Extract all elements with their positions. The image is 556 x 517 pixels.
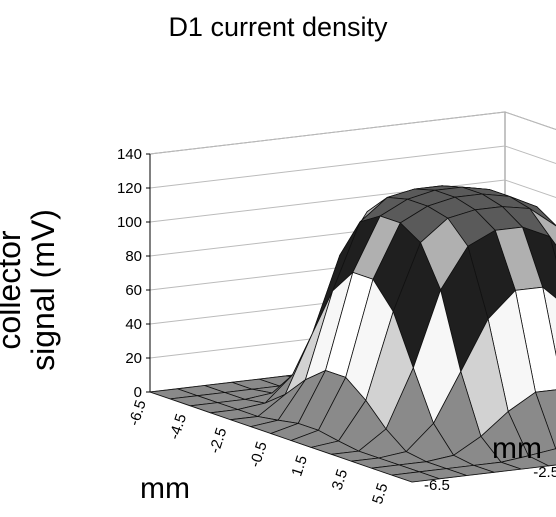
z-tick-label: 0 (134, 384, 142, 401)
wall-gridline (149, 145, 556, 189)
y-tick-label: -2.5 (533, 464, 556, 481)
y-axis-label: mm (492, 432, 542, 465)
x-tick-label: 5.5 (369, 481, 392, 506)
z-tick-label: 120 (117, 180, 142, 197)
z-axis-ticks: 0 20 40 60 80 100 120 140 (117, 146, 151, 401)
x-axis-label: mm (140, 472, 190, 505)
x-tick-label: -4.5 (166, 412, 190, 442)
x-tick-label: -2.5 (206, 426, 230, 456)
z-tick-label: 80 (125, 248, 142, 265)
y-tick-label: -6.5 (424, 477, 450, 494)
wall-gridline (149, 111, 556, 155)
z-tick-label: 40 (125, 316, 142, 333)
surface-mesh (149, 185, 556, 483)
x-tick-label: 3.5 (329, 467, 352, 492)
z-axis-label-line-1: collector (0, 230, 27, 350)
z-axis-label: collector signal (mV) (0, 209, 61, 371)
wall-gridline (149, 179, 556, 223)
z-tick-label: 20 (125, 350, 142, 367)
chart-title: D1 current density (168, 12, 388, 42)
x-tick-label: 1.5 (288, 453, 311, 478)
y-axis-ticks: -6.5-2.51.55.5 (424, 464, 556, 494)
z-tick-label: 100 (117, 214, 142, 231)
z-tick-label: 60 (125, 282, 142, 299)
x-tick-label: -0.5 (247, 439, 271, 469)
z-tick-label: 140 (117, 146, 142, 163)
surface-cell (391, 471, 440, 483)
x-tick-label: -6.5 (126, 398, 150, 428)
z-axis-label-line-2: signal (mV) (25, 209, 61, 371)
